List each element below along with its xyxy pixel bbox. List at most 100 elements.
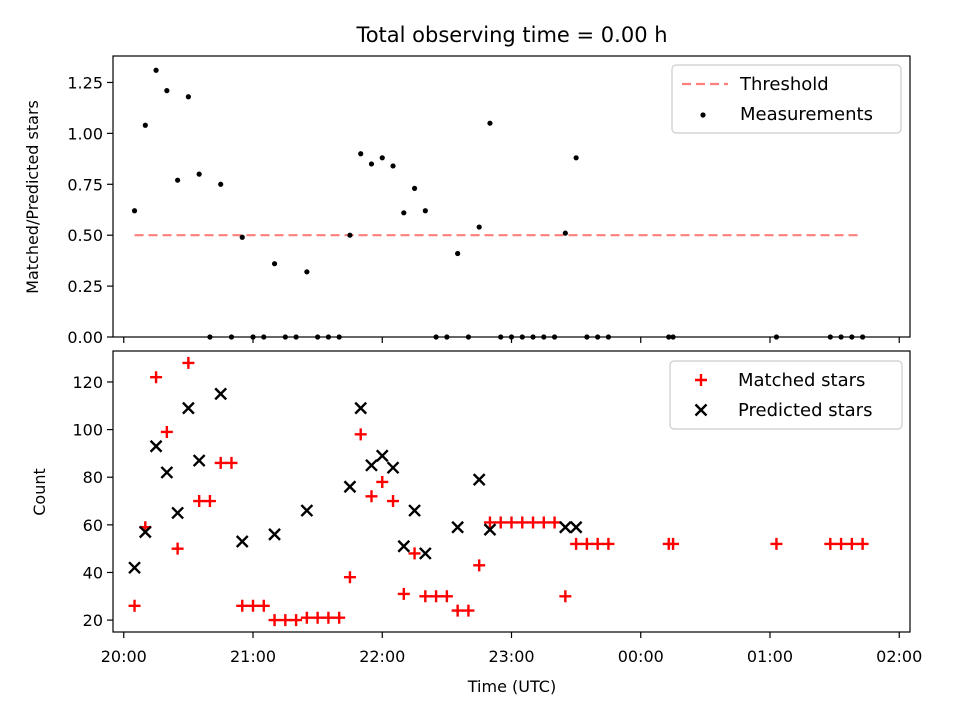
measurements-point — [849, 334, 855, 340]
matched-stars-point — [193, 495, 206, 508]
predicted-stars-point — [160, 466, 174, 479]
predicted-stars-point — [472, 473, 486, 486]
matched-stars-point — [376, 475, 389, 488]
matched-stars-point — [440, 590, 453, 603]
matched-stars-point — [667, 537, 680, 550]
matched-stars-point — [505, 516, 518, 529]
measurements-point — [670, 334, 676, 340]
predicted-stars-point — [451, 520, 464, 534]
measurements-point — [379, 155, 385, 161]
ratio-y-tick-label: 1.25 — [67, 73, 103, 92]
predicted-stars-point — [214, 387, 228, 401]
legend-x-marker — [694, 403, 708, 417]
predicted-stars-point — [343, 480, 357, 494]
matched-stars-point — [387, 495, 400, 508]
matched-stars-point — [257, 599, 270, 612]
matched-stars-point — [856, 537, 869, 550]
x-axis-label: Time (UTC) — [467, 677, 556, 696]
predicted-stars-point — [182, 401, 195, 415]
measurements-point — [838, 334, 844, 340]
matched-stars-point — [290, 614, 303, 627]
ratio-y-tick-label: 0.50 — [67, 226, 103, 245]
measurements-point — [142, 122, 148, 128]
legend-plus-marker — [695, 374, 707, 386]
matched-stars-point — [160, 425, 173, 438]
predicted-stars-point — [386, 461, 400, 475]
predicted-stars-point — [354, 401, 368, 415]
legend-measurements-label: Measurements — [740, 104, 873, 125]
count-legend: Matched stars Predicted stars — [669, 360, 903, 430]
predicted-stars-point — [559, 520, 572, 534]
predicted-stars-point — [375, 449, 389, 463]
matched-stars-point — [333, 611, 346, 624]
legend-predicted-swatch — [694, 403, 708, 417]
matched-stars-point — [343, 571, 356, 584]
measurements-point — [605, 334, 612, 340]
measurements-point — [584, 334, 590, 340]
matched-stars-point — [322, 611, 335, 624]
legend-predicted-label: Predicted stars — [738, 400, 872, 421]
measurements-point — [336, 334, 342, 340]
predicted-stars-point — [128, 561, 141, 575]
measurements-point — [455, 250, 461, 257]
chart-title: Total observing time = 0.00 h — [355, 23, 667, 47]
matched-stars-point — [580, 537, 593, 550]
count-y-tick-label: 60 — [83, 516, 103, 535]
measurements-point — [293, 334, 299, 340]
measurements-point — [218, 181, 224, 187]
measurements-point — [390, 163, 396, 169]
matched-stars-point — [451, 604, 464, 617]
count-y-tick-label: 20 — [83, 611, 103, 630]
predicted-stars-point — [569, 520, 583, 534]
measurements-point — [551, 334, 558, 340]
measurements-point — [827, 334, 833, 340]
measurements-point — [282, 334, 288, 340]
ratio-panel: 0.00 0.25 0.50 0.75 1.00 1.25 Matched/Predict… — [23, 55, 911, 347]
measurements-point — [530, 334, 536, 340]
measurements-point — [465, 334, 472, 340]
measurements-point — [175, 177, 181, 183]
predicted-stars-point — [365, 458, 378, 472]
measurements-point — [315, 334, 321, 340]
x-tick-label: 02:00 — [876, 647, 922, 666]
count-y-tick-label: 100 — [72, 421, 103, 440]
matched-stars-point — [845, 537, 858, 550]
matched-stars-point — [602, 537, 615, 550]
measurements-point — [541, 334, 547, 340]
x-tick-label: 23:00 — [488, 647, 534, 666]
matched-stars-point — [516, 516, 529, 529]
legend-measurements-swatch — [700, 112, 706, 118]
matched-stars-point — [824, 537, 837, 550]
count-y-tick-label: 40 — [83, 563, 103, 582]
matched-stars-point — [537, 516, 550, 529]
matched-stars-point — [365, 490, 378, 503]
x-tick-label: 01:00 — [747, 647, 793, 666]
matched-stars-point — [770, 537, 783, 550]
measurements-point — [562, 230, 568, 236]
measurements-point — [185, 94, 191, 100]
matched-stars-point — [214, 456, 227, 469]
predicted-stars-point — [408, 504, 421, 517]
measurements-point — [411, 185, 418, 191]
matched-stars-point — [570, 537, 583, 550]
legend-threshold-label: Threshold — [739, 74, 829, 95]
matched-stars-point — [128, 599, 141, 612]
measurements-point — [164, 88, 170, 94]
predicted-stars-point — [418, 547, 432, 560]
ratio-legend-box — [671, 64, 902, 134]
matched-stars-point — [473, 559, 486, 572]
matched-stars-point — [354, 428, 367, 441]
predicted-stars-point — [149, 439, 163, 453]
predicted-stars-point — [138, 525, 152, 539]
measurements-point — [271, 261, 278, 267]
predicted-stars-point — [397, 539, 411, 553]
matched-stars-point — [591, 537, 604, 550]
measurements-point — [508, 334, 515, 340]
measurements-point — [239, 234, 245, 240]
ratio-y-tick-label: 0.25 — [67, 277, 103, 296]
matched-stars-point — [494, 516, 507, 529]
measurements-point — [860, 334, 866, 340]
matched-stars-point — [225, 456, 238, 469]
